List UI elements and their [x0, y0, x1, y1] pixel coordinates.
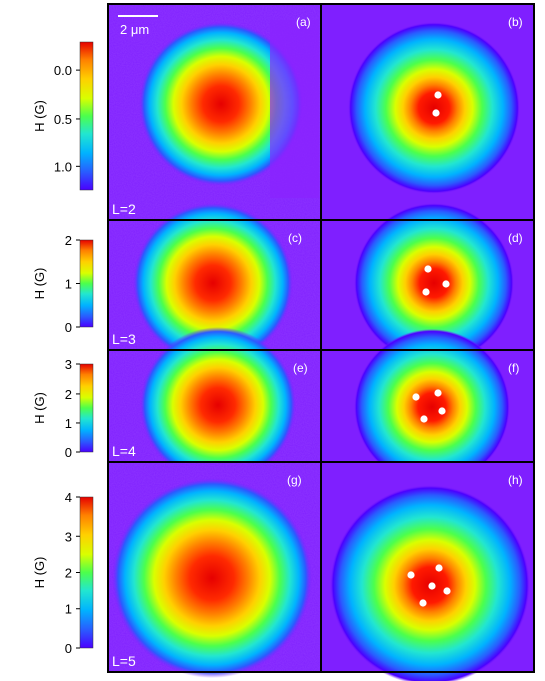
colorbar-tick-label: 0.5 — [54, 112, 72, 127]
simulated-panel: (h) — [321, 462, 534, 681]
experimental-panel: (a) L=2 — [108, 4, 321, 220]
L-label: L=4 — [112, 443, 136, 459]
colorbar-tick-label: 0.0 — [54, 63, 72, 78]
scan-edge-strip — [270, 20, 319, 198]
panel-label: (d) — [508, 231, 523, 245]
colorbar-axis-label: H (G) — [32, 557, 47, 589]
vortex-marker — [438, 407, 446, 415]
vortex-marker — [407, 571, 415, 579]
vortex-marker — [428, 582, 436, 590]
L-label: L=3 — [112, 331, 136, 347]
panel-label: (b) — [508, 15, 523, 29]
vortex-marker — [434, 389, 442, 397]
colorbar-axis-label: H (G) — [32, 268, 47, 300]
scale-bar-label: 2 μm — [120, 22, 149, 37]
colorbar-tick-label: 4 — [65, 490, 72, 505]
colorbar-gradient — [79, 496, 94, 649]
vortex-marker — [432, 109, 440, 117]
colorbar-tick-label: 1 — [65, 416, 72, 431]
vortex-marker — [442, 280, 450, 288]
colorbar-tick-label: 3 — [65, 529, 72, 544]
vortex-marker — [435, 564, 443, 572]
panel-borders — [107, 3, 535, 673]
colorbar: 1.0 0.5 0.0 H (G) — [32, 41, 94, 191]
colorbar-tick-label: 0 — [65, 445, 72, 460]
colorbar-axis-label: H (G) — [32, 392, 47, 424]
field-spot — [354, 203, 514, 363]
colorbar-tick-label: 1 — [65, 602, 72, 617]
field-spot — [354, 329, 510, 485]
panel-label: (e) — [293, 361, 308, 375]
panel-label: (f) — [508, 361, 519, 375]
simulated-panel: (b) — [321, 4, 534, 220]
vortex-marker — [424, 265, 432, 273]
colorbar-tick-label: 3 — [65, 357, 72, 372]
colorbar: 4 3 2 1 0 H (G) — [32, 490, 94, 656]
vortex-marker — [443, 587, 451, 595]
vortex-marker — [412, 393, 420, 401]
colorbars: 1.0 0.5 0.0 H (G) 2 1 0 H (G) 3 2 1 0 H (G) 4 3 2 1 0 H (G… — [32, 41, 94, 656]
colorbar-tick-label: 2 — [65, 387, 72, 402]
colorbar-gradient — [79, 363, 94, 453]
vortex-marker — [419, 599, 427, 607]
colorbar-gradient — [79, 41, 94, 191]
colorbar-tick-label: 1.0 — [54, 159, 72, 174]
simulated-panel: (f) — [321, 329, 534, 485]
L-label: L=5 — [112, 653, 136, 669]
colorbar-tick-label: 2 — [65, 566, 72, 581]
panels: (a) L=2 (b) (c) L=3 (d) (e) L=4 (f) (g) L=5 (h) 2 μm — [107, 3, 535, 681]
field-spot — [330, 485, 530, 681]
L-label: L=2 — [112, 201, 136, 217]
colorbar-tick-label: 0 — [65, 320, 72, 335]
vortex-marker — [420, 415, 428, 423]
field-spot — [140, 327, 296, 483]
field-spot — [112, 478, 312, 678]
panel-label: (a) — [296, 15, 311, 29]
panel-label: (c) — [288, 231, 302, 245]
colorbar-tick-label: 0 — [65, 641, 72, 656]
panel-label: (h) — [508, 473, 523, 487]
colorbar: 3 2 1 0 H (G) — [32, 357, 94, 460]
colorbar-tick-label: 1 — [65, 277, 72, 292]
colorbar: 2 1 0 H (G) — [32, 233, 94, 335]
scale-bar: 2 μm — [118, 15, 158, 37]
colorbar-gradient — [79, 239, 94, 328]
experimental-panel: (e) L=4 — [108, 327, 321, 483]
field-spot — [348, 22, 520, 194]
field-spot — [139, 22, 303, 186]
vortex-marker — [422, 288, 430, 296]
vortex-marker — [434, 91, 442, 99]
simulated-panel: (d) — [321, 203, 534, 363]
colorbar-axis-label: H (G) — [32, 100, 47, 132]
field-spot — [133, 203, 293, 363]
panel-label: (g) — [287, 473, 302, 487]
colorbar-tick-label: 2 — [65, 233, 72, 248]
experimental-panel: (c) L=3 — [108, 203, 321, 363]
experimental-panel: (g) L=5 — [108, 462, 321, 678]
